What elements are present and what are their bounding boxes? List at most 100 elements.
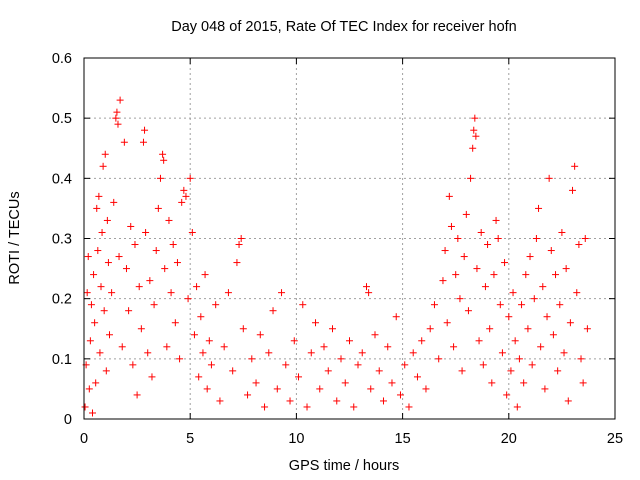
- data-point: [547, 247, 555, 255]
- x-axis-label: GPS time / hours: [289, 458, 399, 474]
- data-point: [239, 325, 247, 333]
- data-point: [569, 186, 577, 194]
- data-point: [473, 265, 481, 273]
- data-point: [467, 174, 475, 182]
- data-point: [481, 283, 489, 291]
- data-point: [494, 235, 502, 242]
- data-point: [105, 331, 113, 339]
- data-point: [91, 319, 99, 327]
- data-point: [581, 235, 589, 242]
- data-point: [101, 150, 109, 158]
- data-point: [469, 144, 477, 152]
- data-point: [86, 337, 94, 345]
- data-point: [575, 241, 583, 249]
- data-point: [524, 325, 532, 333]
- data-point: [426, 325, 434, 333]
- data-point: [375, 367, 383, 375]
- data-point: [224, 289, 232, 297]
- data-point: [558, 228, 566, 236]
- data-point: [541, 385, 549, 393]
- data-point: [152, 247, 160, 255]
- x-tick-label: 25: [607, 431, 623, 447]
- data-point: [511, 337, 519, 345]
- data-point: [83, 289, 91, 297]
- data-point: [125, 307, 133, 315]
- data-point: [384, 343, 392, 351]
- data-point: [122, 265, 130, 273]
- data-point: [100, 307, 108, 315]
- data-point: [142, 228, 150, 236]
- data-point: [102, 367, 110, 375]
- data-point: [509, 289, 517, 297]
- x-tick-label: 5: [186, 431, 194, 447]
- data-point: [324, 367, 332, 375]
- data-point: [133, 391, 141, 399]
- data-point: [475, 337, 483, 345]
- data-point: [472, 132, 480, 140]
- data-point: [392, 313, 400, 321]
- data-point: [203, 385, 211, 393]
- data-point: [583, 325, 591, 333]
- data-point: [492, 216, 500, 224]
- data-point: [233, 259, 241, 267]
- data-point: [141, 126, 149, 134]
- data-point: [358, 349, 366, 357]
- data-point: [552, 271, 560, 279]
- data-point: [87, 301, 95, 309]
- data-point: [150, 301, 158, 309]
- data-point: [422, 385, 430, 393]
- x-tick-label: 10: [288, 431, 304, 447]
- data-point: [486, 325, 494, 333]
- data-point: [522, 271, 530, 279]
- data-point: [97, 283, 105, 291]
- grid-lines: [84, 58, 615, 419]
- data-point: [137, 325, 145, 333]
- data-point: [184, 295, 192, 303]
- data-point: [484, 241, 492, 249]
- data-point: [252, 379, 260, 387]
- data-point: [520, 379, 528, 387]
- data-point: [205, 337, 213, 345]
- data-point: [477, 228, 485, 236]
- data-point: [108, 289, 116, 297]
- data-point: [479, 361, 487, 369]
- data-point: [99, 162, 107, 170]
- data-point: [532, 235, 540, 242]
- data-point: [316, 385, 324, 393]
- y-tick-label: 0.3: [52, 232, 72, 248]
- data-point: [413, 373, 421, 381]
- data-point: [195, 373, 203, 381]
- data-point: [462, 210, 470, 218]
- data-point: [173, 259, 181, 267]
- data-points: [81, 96, 591, 417]
- data-point: [190, 331, 198, 339]
- data-point: [193, 283, 201, 291]
- data-point: [528, 361, 536, 369]
- data-point: [256, 331, 264, 339]
- data-point: [341, 379, 349, 387]
- data-point: [464, 307, 472, 315]
- data-point: [396, 391, 404, 399]
- data-point: [573, 289, 581, 297]
- data-point: [295, 373, 303, 381]
- data-point: [131, 241, 139, 249]
- data-point: [207, 361, 215, 369]
- data-point: [471, 114, 479, 122]
- data-point: [235, 241, 243, 249]
- y-tick-label: 0.6: [52, 51, 72, 67]
- data-point: [303, 403, 311, 411]
- data-point: [159, 150, 167, 158]
- data-point: [490, 271, 498, 279]
- data-point: [443, 319, 451, 327]
- data-point: [562, 265, 570, 273]
- chart-title: Day 048 of 2015, Rate Of TEC Index for r…: [171, 19, 517, 35]
- data-point: [144, 349, 152, 357]
- data-point: [346, 337, 353, 345]
- data-point: [88, 409, 96, 417]
- data-point: [103, 216, 111, 224]
- data-point: [92, 379, 100, 387]
- data-point: [110, 198, 118, 206]
- data-point: [452, 271, 460, 279]
- data-point: [139, 138, 147, 146]
- data-point: [515, 355, 523, 363]
